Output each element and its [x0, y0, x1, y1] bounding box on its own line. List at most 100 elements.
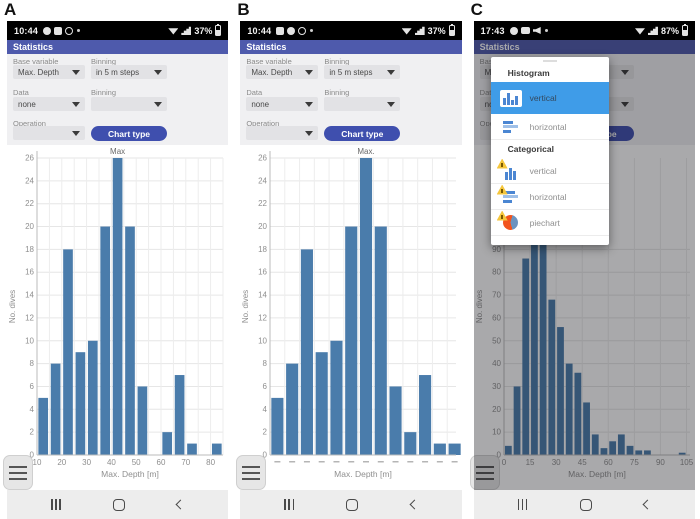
binning2-dropdown[interactable]: [91, 97, 167, 111]
recents-icon[interactable]: [517, 499, 528, 510]
chevron-down-icon: [387, 69, 396, 75]
status-right: 37%: [168, 24, 222, 36]
popup-item-histogram-horizontal[interactable]: horizontal: [490, 114, 609, 140]
svg-text:14: 14: [258, 291, 267, 300]
svg-text:30: 30: [82, 458, 91, 467]
base-variable-dropdown[interactable]: Max. Depth: [246, 65, 319, 79]
svg-text:No. dives: No. dives: [8, 290, 17, 323]
svg-text:60: 60: [604, 458, 613, 467]
panel-c: C 17:43 87% Statistics Base variable Bin…: [467, 0, 700, 519]
svg-text:Max. Depth [m]: Max. Depth [m]: [335, 469, 393, 479]
svg-text:70: 70: [492, 291, 501, 300]
binning2-dropdown[interactable]: [324, 97, 401, 111]
home-icon[interactable]: [346, 498, 359, 511]
binning2-label: Binning: [91, 88, 117, 97]
warning-icon: [496, 184, 508, 195]
svg-text:12: 12: [25, 313, 34, 322]
chevron-down-icon: [305, 101, 314, 107]
binning-dropdown[interactable]: in 5 m steps: [324, 65, 401, 79]
svg-text:50: 50: [492, 336, 501, 345]
whatsapp-icon: [287, 26, 296, 35]
operation-dropdown[interactable]: [13, 126, 85, 140]
data-dropdown[interactable]: none: [13, 97, 85, 111]
base-variable-dropdown[interactable]: Max. Depth: [13, 65, 85, 79]
svg-text:6: 6: [30, 382, 35, 391]
back-icon[interactable]: [409, 499, 420, 510]
battery-icon: [215, 24, 222, 36]
chart-type-button[interactable]: Chart type: [91, 126, 167, 141]
svg-text:30: 30: [492, 382, 501, 391]
back-icon[interactable]: [175, 499, 186, 510]
svg-text:18: 18: [25, 245, 34, 254]
svg-text:70: 70: [181, 458, 190, 467]
binning-dropdown[interactable]: in 5 m steps: [91, 65, 167, 79]
chevron-down-icon: [305, 69, 314, 75]
svg-text:60: 60: [492, 313, 501, 322]
svg-text:10: 10: [492, 428, 501, 437]
svg-text:8: 8: [263, 359, 268, 368]
app-title-bar: Statistics: [473, 40, 695, 54]
popup-item-categorical-piechart[interactable]: piechart: [490, 210, 609, 236]
svg-text:8: 8: [30, 359, 35, 368]
android-nav-bar: [473, 490, 695, 519]
hamburger-menu-icon[interactable]: [3, 455, 33, 490]
home-icon[interactable]: [113, 498, 126, 511]
histogram-horizontal-icon: [500, 118, 522, 136]
recents-icon[interactable]: [51, 499, 61, 510]
svg-text:26: 26: [258, 154, 267, 163]
wifi-icon: [634, 28, 645, 35]
battery-percent: 37%: [427, 25, 446, 36]
status-time: 10:44: [247, 25, 272, 36]
popup-item-histogram-vertical[interactable]: vertical: [490, 82, 609, 114]
home-icon[interactable]: [579, 498, 592, 511]
status-network-icons: [401, 26, 425, 35]
chevron-down-icon: [620, 69, 629, 75]
recents-icon[interactable]: [284, 499, 295, 510]
battery-icon: [681, 24, 688, 36]
svg-text:10: 10: [25, 336, 34, 345]
base-variable-label: Base variable: [13, 57, 59, 66]
dot-icon: [77, 29, 81, 32]
statistics-form: Base variable Binning Max. Depth in 5 m …: [7, 54, 229, 145]
svg-text:80: 80: [492, 268, 501, 277]
status-right: 87%: [634, 24, 688, 36]
signal-icon: [647, 26, 658, 35]
svg-text:90: 90: [656, 458, 665, 467]
hamburger-menu-icon[interactable]: [236, 455, 267, 490]
svg-text:45: 45: [577, 458, 586, 467]
svg-text:24: 24: [258, 176, 267, 185]
chevron-down-icon: [154, 69, 162, 75]
histogram-chart: 0 10 20 30 40 50 60 70 80 90 0 15 30 45 60 75 90 105 No. d…: [475, 151, 693, 479]
gallery-icon: [276, 26, 285, 35]
whatsapp-icon: [509, 26, 518, 35]
svg-text:Max. Depth [m]: Max. Depth [m]: [101, 469, 159, 479]
svg-text:16: 16: [25, 268, 34, 277]
svg-text:18: 18: [258, 245, 267, 254]
categorical-vertical-icon: [496, 158, 522, 180]
popup-item-categorical-vertical[interactable]: vertical: [490, 158, 609, 184]
panel-a: A 10:44 37% Statistics Base variable Bin…: [0, 0, 233, 519]
svg-text:0: 0: [263, 451, 268, 460]
status-left-icons: [509, 26, 549, 35]
data-label: Data: [13, 88, 29, 97]
operation-dropdown[interactable]: [246, 126, 319, 140]
chart-type-button[interactable]: Chart type: [324, 126, 401, 141]
phone-screenshot-b: 10:44 37% Statistics Base variable Binni…: [236, 21, 463, 519]
chevron-down-icon: [305, 130, 314, 136]
svg-text:20: 20: [57, 458, 66, 467]
binning2-label: Binning: [324, 88, 350, 97]
svg-text:2: 2: [263, 428, 268, 437]
chevron-down-icon: [72, 69, 80, 75]
svg-text:No. dives: No. dives: [475, 290, 484, 323]
status-time: 17:43: [480, 25, 505, 36]
popup-item-categorical-horizontal[interactable]: horizontal: [490, 184, 609, 210]
back-icon[interactable]: [642, 499, 653, 510]
speaker-icon: [532, 27, 541, 34]
app-title-bar: Statistics: [7, 40, 229, 54]
data-dropdown[interactable]: none: [246, 97, 319, 111]
svg-text:6: 6: [263, 382, 268, 391]
scroll-hint: [542, 60, 557, 62]
svg-text:0: 0: [501, 458, 506, 467]
hamburger-menu-icon[interactable]: [469, 455, 500, 490]
